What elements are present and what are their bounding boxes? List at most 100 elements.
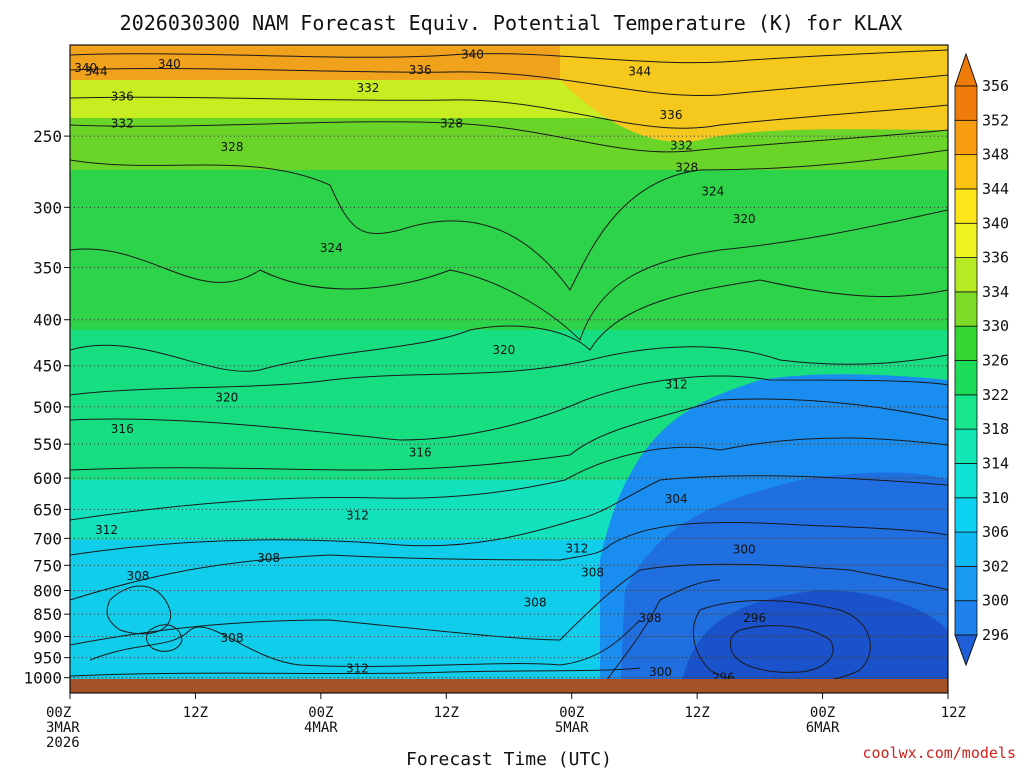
y-tick-label: 850 [33, 605, 62, 624]
y-tick-label: 500 [33, 398, 62, 417]
contour-label: 308 [524, 596, 547, 610]
contour-label: 328 [440, 116, 463, 130]
contour-label: 308 [221, 631, 244, 645]
y-tick-label: 600 [33, 469, 62, 488]
contour-label: 332 [356, 81, 379, 95]
colorbar-label: 322 [982, 386, 1009, 404]
y-tick-label: 900 [33, 628, 62, 647]
x-axis-title: Forecast Time (UTC) [406, 749, 612, 768]
contour-line [70, 121, 948, 153]
y-tick-label: 400 [33, 311, 62, 330]
x-tick-label: 12Z [183, 705, 208, 721]
contour-label: 324 [701, 184, 724, 198]
contour-line [70, 398, 948, 471]
colorbar-label: 300 [982, 592, 1009, 610]
colorbar-bottom-arrow [954, 634, 978, 667]
contour-label: 300 [649, 665, 672, 679]
contour-label: 312 [346, 662, 369, 676]
cold-pool-deep [680, 590, 948, 693]
contour-line [729, 625, 834, 673]
colorbar-segment [954, 154, 978, 190]
contour-label: 304 [665, 492, 688, 506]
contour-line [106, 585, 172, 635]
colorbar-segment [954, 497, 978, 533]
y-tick-label: 1000 [23, 669, 62, 688]
contour-line [70, 49, 948, 64]
contour-line [70, 375, 948, 441]
x-tick-label: 2026 [46, 735, 80, 751]
warm-upper-right [560, 45, 948, 142]
colorbar-label: 334 [982, 283, 1009, 301]
contour-label: 312 [665, 377, 688, 391]
colorbar-segment [954, 565, 978, 602]
contour-label: 344 [85, 65, 108, 79]
colorbar-segment [954, 325, 978, 361]
contour-label: 312 [95, 523, 118, 537]
colorbar-segment [954, 531, 978, 567]
colorbar-label: 344 [982, 180, 1009, 198]
y-tick-label: 450 [33, 357, 62, 376]
contour-label: 344 [628, 65, 651, 79]
contour-line [599, 579, 721, 691]
x-tick-label: 00Z [559, 705, 584, 721]
contour-label: 300 [733, 542, 756, 556]
contour-line [70, 563, 948, 646]
colorbar-segment [954, 85, 978, 121]
colorbar-segment [954, 291, 978, 327]
colorbar-label: 340 [982, 214, 1009, 232]
contour-label: 296 [743, 611, 766, 625]
colorbar-label: 356 [982, 77, 1009, 95]
x-tick-label: 00Z [46, 705, 71, 721]
contour-line [146, 624, 183, 652]
contour-label: 320 [733, 212, 756, 226]
credit-text: coolwx.com/models [862, 744, 1016, 762]
contour-label: 324 [320, 241, 343, 255]
colorbar-segment [954, 257, 978, 293]
colorbar-label: 352 [982, 111, 1009, 129]
contour-line [70, 149, 948, 291]
colorbar-label: 310 [982, 489, 1009, 507]
contour-label: 312 [565, 541, 588, 555]
y-tick-label: 250 [33, 127, 62, 146]
contour-label: 332 [670, 138, 693, 152]
y-tick-label: 800 [33, 582, 62, 601]
contour-label: 332 [111, 116, 134, 130]
x-tick-label: 3MAR [46, 720, 80, 736]
contour-label: 340 [158, 57, 181, 71]
contour-label: 340 [74, 61, 97, 75]
x-tick-label: 12Z [684, 705, 709, 721]
contour-label: 308 [126, 569, 149, 583]
contour-line [70, 667, 641, 677]
contour-line [692, 600, 871, 686]
contour-label: 320 [492, 343, 515, 357]
y-axis: 250 300 350 400 450 500 550 600 650 700 750 800 850 9… [23, 127, 70, 688]
x-tick-label: 00Z [810, 705, 835, 721]
colorbar-label: 348 [982, 146, 1009, 164]
contour-line [70, 96, 948, 129]
colorbar-segment [954, 119, 978, 156]
contour-line [89, 619, 641, 667]
contour-line [70, 209, 948, 341]
contour-label: 336 [660, 108, 683, 122]
contour-line [70, 279, 948, 372]
contour-label: 336 [111, 90, 134, 104]
colorbar-segment [954, 394, 978, 430]
y-tick-label: 350 [33, 259, 62, 278]
contour-label: 308 [581, 566, 604, 580]
colorbar-label: 296 [982, 626, 1009, 644]
colorbar-label: 314 [982, 454, 1009, 472]
y-tick-label: 650 [33, 500, 62, 519]
colorbar-segment [954, 463, 978, 499]
contour-label: 316 [409, 446, 432, 460]
chart-title: 2026030300 NAM Forecast Equiv. Potential… [120, 11, 903, 35]
x-tick-label: 6MAR [806, 720, 840, 736]
colorbar-segment [954, 600, 978, 636]
y-tick-label: 700 [33, 529, 62, 548]
x-tick-label: 12Z [434, 705, 459, 721]
x-tick-label: 12Z [941, 705, 966, 721]
contour-line [70, 67, 948, 97]
x-tick-label: 00Z [308, 705, 333, 721]
colorbar-label: 302 [982, 557, 1009, 575]
contour-lines [70, 49, 948, 691]
